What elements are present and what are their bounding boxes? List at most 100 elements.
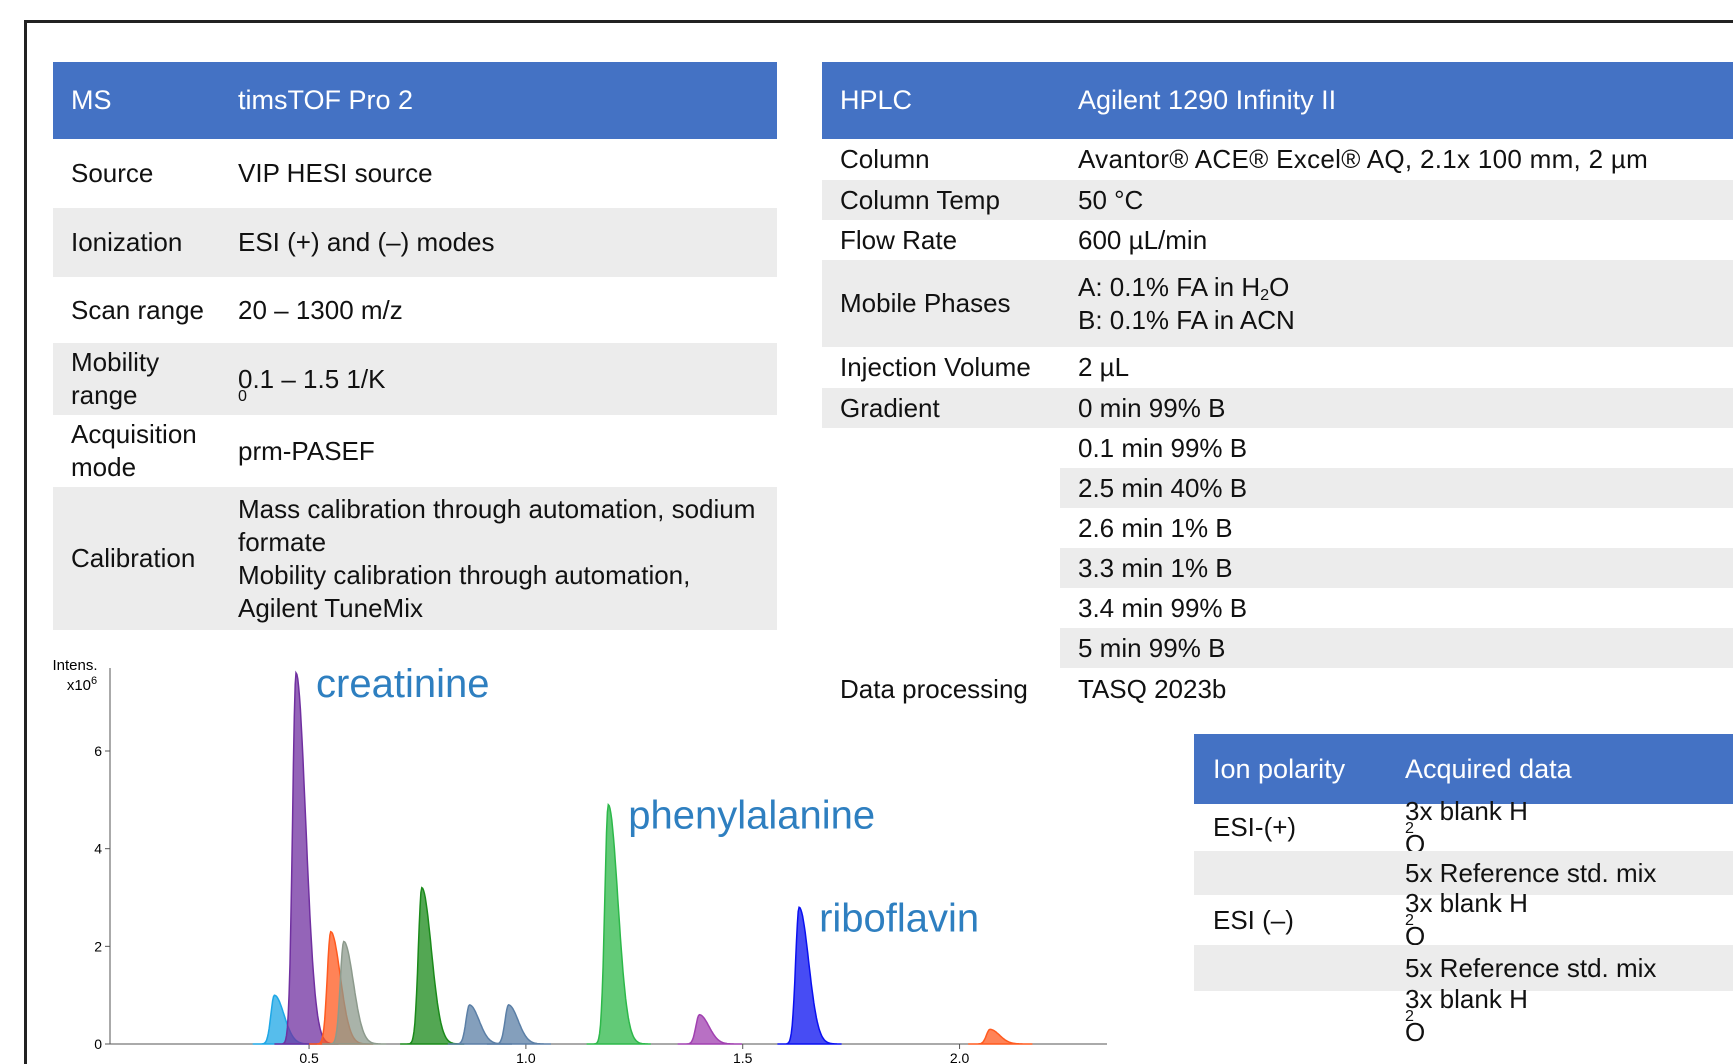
table-row: Calibration Mass calibration through auto… xyxy=(53,487,777,630)
table-row: Flow Rate 600 µL/min xyxy=(822,220,1733,260)
label-cell: Mobility range xyxy=(71,347,160,410)
value-cell: Avantor® ACE® Excel® AQ, 2.1x 100 mm, 2 … xyxy=(1078,144,1649,174)
text-run: 3x blank H xyxy=(1405,984,1528,1014)
table-row: 2.6 min 1% B xyxy=(822,508,1733,548)
row-shade xyxy=(1060,548,1733,588)
text-run: O xyxy=(1405,1017,1426,1047)
value-cell: 5 min 99% B xyxy=(1078,632,1226,663)
value-cell: 600 µL/min xyxy=(1078,224,1208,255)
value-cell: Mass calibration through automation, sod… xyxy=(238,487,767,630)
peak-label: creatinine xyxy=(316,662,489,706)
peak-label: phenylalanine xyxy=(628,794,875,838)
peak xyxy=(677,1013,742,1045)
text-run: O xyxy=(1269,271,1290,302)
y-tick-label: 0 xyxy=(94,1036,102,1052)
peak xyxy=(400,886,465,1045)
label-cell: Mobile Phases xyxy=(840,288,1011,318)
text-line: A: 0.1% FA in H2O xyxy=(1078,271,1723,304)
table-row: 3.4 min 99% B xyxy=(822,588,1733,628)
value-cell: 0 min 99% B xyxy=(1078,392,1226,423)
text-line: Mass calibration through automation, sod… xyxy=(238,493,756,557)
value-cell: 2.5 min 40% B xyxy=(1078,472,1248,503)
table-row: 2.5 min 40% B xyxy=(822,468,1733,508)
header-row: Ion polarity Acquired data xyxy=(1194,734,1733,804)
superscript: 6 xyxy=(91,675,97,687)
value-cell: 3.4 min 99% B xyxy=(1078,592,1248,623)
value-cell: Acquired data xyxy=(1405,753,1572,784)
label-cell: Calibration xyxy=(71,543,196,573)
table-row: 5x Reference std. mix xyxy=(1194,851,1733,895)
label-cell: Scan range xyxy=(71,294,204,325)
text-run: 0.1 – 1.5 1/K xyxy=(238,363,386,394)
value-cell: TASQ 2023b xyxy=(1078,674,1227,704)
peak xyxy=(586,802,651,1045)
table-row: 0.1 min 99% B xyxy=(822,428,1733,468)
table-row: Column Avantor® ACE® Excel® AQ, 2.1x 100 … xyxy=(822,139,1733,180)
value-cell: 0.1 – 1.5 1/K 0 xyxy=(238,343,767,415)
value-cell: VIP HESI source xyxy=(238,158,433,188)
label-cell: Column xyxy=(840,144,930,174)
label-cell: ESI (–) xyxy=(1213,904,1294,935)
x-tick-label: 2.0 xyxy=(950,1050,970,1064)
label-cell: Ionization xyxy=(71,227,183,257)
text-run: A: 0.1% FA in H xyxy=(1078,271,1261,302)
value-cell: ESI (+) and (–) modes xyxy=(238,227,495,257)
table-row: Mobility range 0.1 – 1.5 1/K 0 xyxy=(53,343,777,415)
table-row: Column Temp 50 °C xyxy=(822,180,1733,220)
label-cell: ESI-(+) xyxy=(1213,812,1297,842)
header-row: HPLC Agilent 1290 Infinity II xyxy=(822,62,1733,139)
value-cell: 3.3 min 1% B xyxy=(1078,552,1233,583)
label-cell: HPLC xyxy=(840,85,913,115)
header-row: MS timsTOF Pro 2 xyxy=(53,62,777,139)
x-tick-label: 1.0 xyxy=(516,1050,536,1064)
value-cell: 5x Reference std. mix xyxy=(1405,952,1657,983)
label-cell: Source xyxy=(71,158,154,188)
subscript: 2 xyxy=(1260,285,1270,304)
label-cell: Ion polarity xyxy=(1213,753,1346,784)
peak xyxy=(322,940,387,1045)
label-cell: Data processing xyxy=(840,674,1028,704)
value-cell: prm-PASEF xyxy=(238,435,375,466)
row-shade xyxy=(1060,628,1733,668)
table-row: 3.3 min 1% B xyxy=(822,548,1733,588)
y-tick-label: 6 xyxy=(94,743,102,759)
frame xyxy=(24,20,1733,1064)
text-line: B: 0.1% FA in ACN xyxy=(1078,304,1295,335)
peak xyxy=(968,1028,1033,1045)
table-row: Gradient 0 min 99% B xyxy=(822,388,1733,428)
x-tick-label: 1.5 xyxy=(733,1050,753,1064)
label-cell: Column Temp xyxy=(840,184,1000,215)
table-row: 5x Reference std. mix xyxy=(1194,945,1733,991)
peak xyxy=(486,1004,551,1045)
y-multiplier: x106 xyxy=(67,675,97,694)
value-cell: 0.1 min 99% B xyxy=(1078,432,1248,463)
table-row: Ionization ESI (+) and (–) modes xyxy=(53,208,777,277)
label-cell: Flow Rate xyxy=(840,224,958,255)
y-axis-label: Intens. xyxy=(52,657,97,674)
text-run: 3x blank H xyxy=(1405,795,1528,826)
value-cell: 50 °C xyxy=(1078,184,1144,215)
table-row: 5 min 99% B xyxy=(822,628,1733,668)
value-cell: 20 – 1300 m/z xyxy=(238,294,403,325)
table-row: Mobile Phases A: 0.1% FA in H2O B: 0.1% FA… xyxy=(822,260,1733,347)
label-cell: Gradient xyxy=(840,392,940,423)
y-tick-label: 4 xyxy=(94,841,102,857)
table-row: Data processing TASQ 2023b xyxy=(822,668,1733,711)
peak xyxy=(777,906,842,1045)
table-row: Source VIP HESI source xyxy=(53,139,777,208)
text-run: O xyxy=(1405,921,1426,951)
label-cell: MS xyxy=(71,85,112,115)
label-cell: Injection Volume xyxy=(840,352,1031,382)
table-row: Scan range 20 – 1300 m/z xyxy=(53,277,777,343)
text-run: 3x blank H xyxy=(1405,888,1528,918)
value-cell: Agilent 1290 Infinity II xyxy=(1078,85,1337,115)
row-shade xyxy=(1060,468,1733,508)
text-line: Mobility calibration through automation,… xyxy=(238,559,691,623)
